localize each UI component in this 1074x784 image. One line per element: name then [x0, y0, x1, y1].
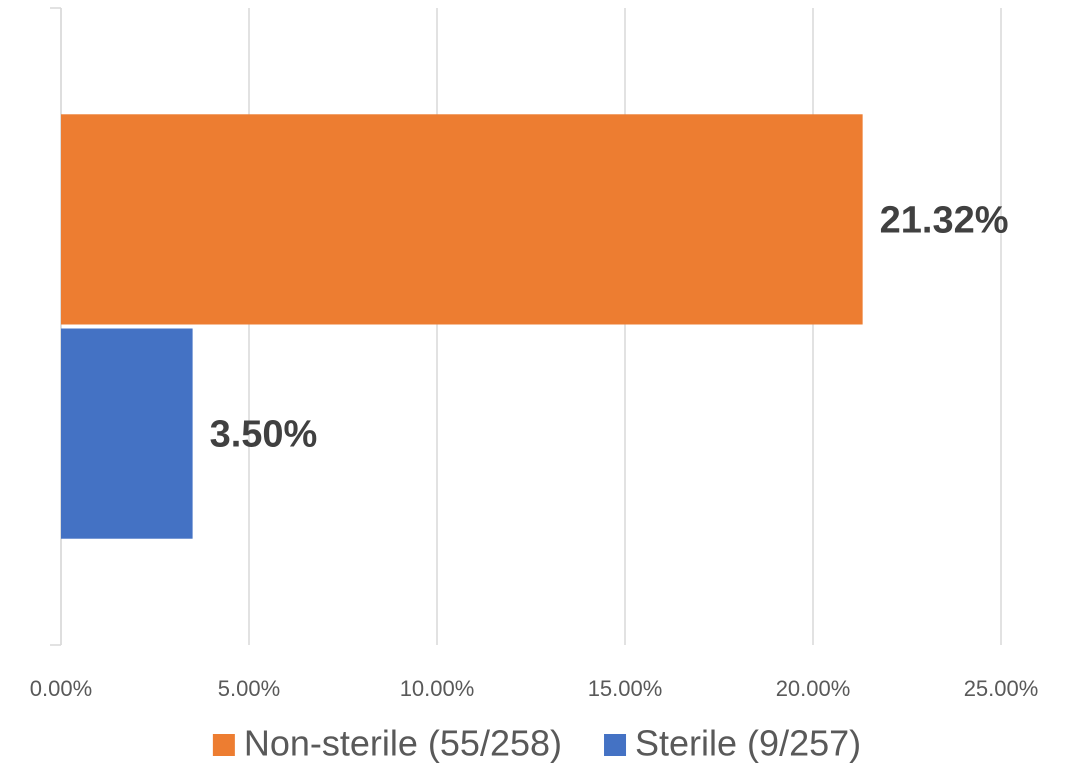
legend-label: Non-sterile (55/258) — [244, 723, 562, 764]
x-tick-label: 20.00% — [776, 676, 851, 701]
data-label: 3.50% — [210, 414, 318, 456]
x-tick-label: 25.00% — [964, 676, 1039, 701]
legend-swatch — [212, 734, 235, 756]
x-tick-label: 10.00% — [400, 676, 475, 701]
bar — [61, 114, 863, 325]
x-tick-label: 15.00% — [588, 676, 663, 701]
bar — [61, 328, 193, 539]
data-label: 21.32% — [880, 199, 1009, 241]
legend-label: Sterile (9/257) — [635, 723, 861, 764]
legend-swatch — [604, 734, 627, 756]
x-tick-label: 5.00% — [218, 676, 280, 701]
x-tick-label: 0.00% — [30, 676, 92, 701]
